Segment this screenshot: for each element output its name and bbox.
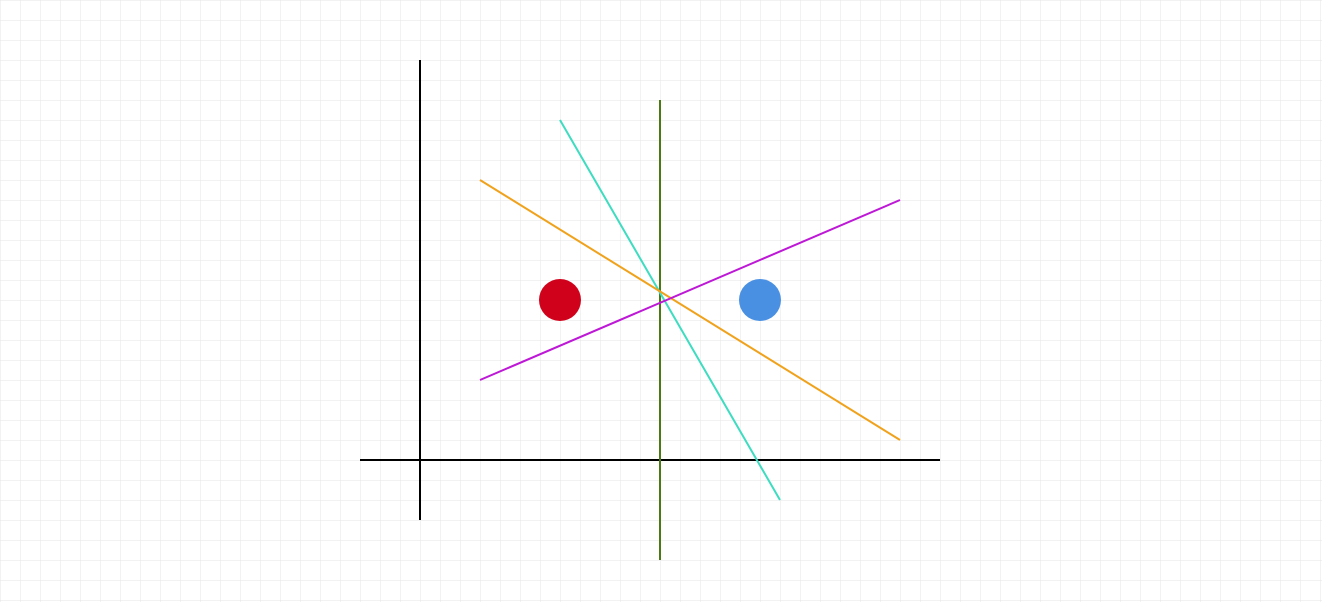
axes xyxy=(360,60,940,520)
purple-line xyxy=(479,199,901,381)
cyan-line xyxy=(559,119,781,501)
lines xyxy=(479,100,901,560)
points xyxy=(539,279,781,321)
orange-line xyxy=(479,179,901,441)
blue-point xyxy=(739,279,781,321)
red-point xyxy=(539,279,581,321)
